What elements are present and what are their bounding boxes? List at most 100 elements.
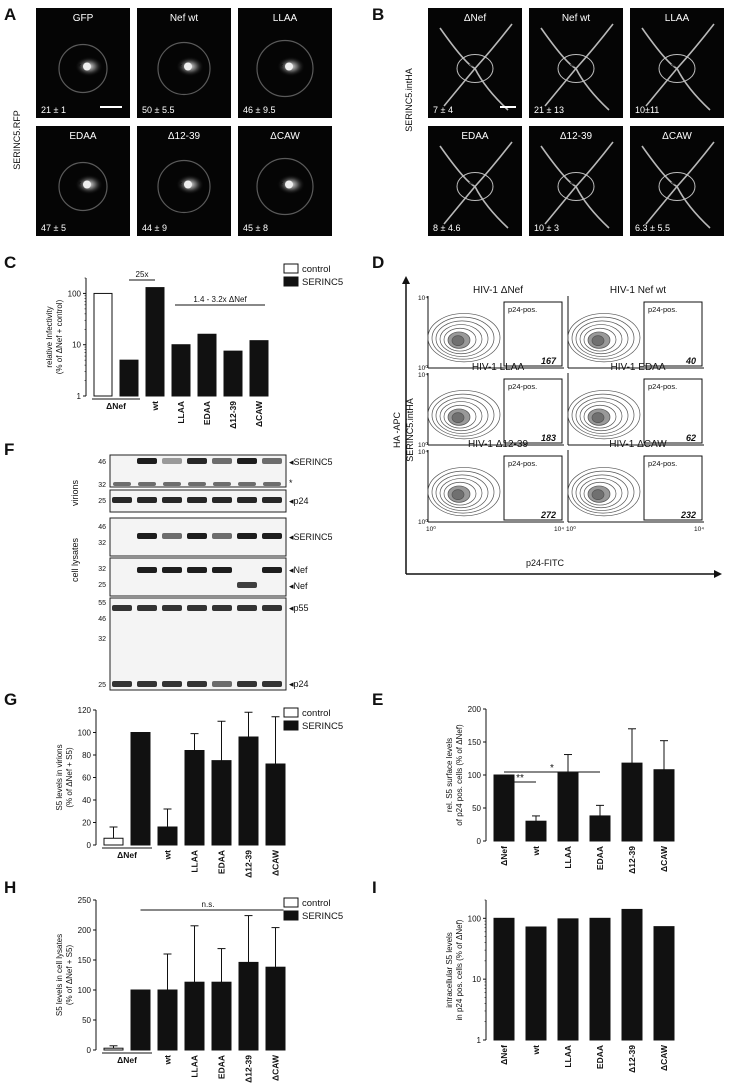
y-axis-label: (% of ΔNef + S5)	[65, 945, 74, 1006]
y-axis-label: intracellular S5 levels	[445, 932, 454, 1008]
cell-spot	[83, 180, 91, 189]
p24-gate	[643, 455, 703, 521]
cell-outline	[157, 159, 211, 214]
category-label: ΔNef	[117, 850, 137, 860]
blot-band	[237, 458, 257, 464]
micrograph-title: Δ12-39	[168, 131, 201, 142]
y-tick-label: 0	[87, 1046, 92, 1055]
y-tick-label: 50	[472, 804, 481, 813]
blot-band	[237, 533, 257, 539]
legend-swatch-serinc5	[283, 910, 299, 921]
cell-outline	[58, 161, 108, 212]
category-label: ΔCAW	[659, 845, 669, 872]
blot-band	[162, 605, 182, 611]
blot-band	[137, 458, 157, 464]
gate-value: 183	[541, 433, 556, 443]
band-label: ◂SERINC5	[289, 457, 333, 467]
blot-band	[213, 482, 231, 486]
y-tick-label: 1	[477, 1036, 482, 1045]
legend-swatch-control	[283, 707, 299, 718]
blot-band	[212, 533, 232, 539]
y-tick-label: 10	[472, 975, 481, 984]
tick-label: 10⁰	[418, 441, 428, 449]
panel-c-chart: 1 10 100 relative Infectivity (% of ΔNef + c…	[45, 263, 343, 429]
panel-a-side-label: SERINC5.RFP	[12, 110, 22, 170]
micrograph-value: 21 ± 1	[41, 105, 66, 115]
blot-band	[137, 567, 157, 573]
y-tick-label: 100	[78, 729, 92, 738]
panel-letter-e: E	[372, 690, 383, 709]
category-label: wt	[163, 850, 173, 861]
blot-band	[162, 533, 182, 539]
mw-marker: 46	[98, 616, 106, 623]
gate-label: p24-pos.	[508, 382, 537, 391]
panel-f-western-blots: 46 32 ◂SERINC5 * 25 ◂p24 46 32 ◂SERINC5 32 25 ◂Nef ◂…	[98, 454, 333, 691]
category-label: wt	[163, 1055, 173, 1066]
panel-letter-f: F	[4, 440, 14, 459]
micrograph-tile	[630, 8, 724, 118]
blot-band	[212, 681, 232, 687]
contour-line	[435, 474, 489, 511]
blot-band	[212, 567, 232, 573]
mw-marker: 32	[98, 566, 106, 573]
blot-band	[162, 681, 182, 687]
micrograph-value: 7 ± 4	[433, 105, 453, 115]
panel-letter-i: I	[372, 878, 377, 897]
flow-plot-title: HIV-1 EDAA	[610, 362, 665, 373]
micrograph-title: GFP	[73, 13, 94, 24]
y-tick-label: 120	[78, 706, 92, 715]
legend-label-control: control	[302, 708, 331, 719]
mw-marker: 25	[98, 582, 106, 589]
category-label: ΔNef	[499, 1045, 509, 1065]
contour-line	[583, 404, 617, 429]
blot-band	[113, 482, 131, 486]
bar	[145, 287, 165, 397]
bar	[265, 966, 286, 1051]
asterisk-marker: *	[469, 180, 474, 192]
blot-band	[237, 605, 257, 611]
y-tick-label: 100	[468, 771, 482, 780]
cell-outline	[641, 23, 715, 111]
p24-gate	[503, 455, 563, 521]
contour-line	[431, 393, 495, 437]
panel-e-chart: 0 50 100 150 200 rel. S5 surface levels of p24…	[445, 705, 675, 874]
asterisk-marker: *	[469, 62, 474, 74]
category-label: wt	[531, 1045, 541, 1056]
p24-gate	[503, 378, 563, 444]
category-label: ΔCAW	[254, 400, 264, 427]
panel-letter-a: A	[4, 5, 16, 24]
bar	[184, 981, 205, 1051]
asterisk-marker: *	[671, 180, 676, 192]
band-label: *	[289, 478, 293, 488]
blot-band	[162, 567, 182, 573]
bar	[157, 989, 178, 1051]
mw-marker: 25	[98, 498, 106, 505]
blot-band	[188, 482, 206, 486]
tick-label: 10⁰	[426, 525, 436, 533]
blot-band	[187, 497, 207, 503]
y-axis-label: S5 levels in cell lysates	[55, 934, 64, 1016]
contour-line	[447, 485, 471, 503]
bar	[184, 750, 205, 846]
legend-label-serinc5: SERINC5	[302, 911, 343, 922]
y-tick-label: 80	[82, 751, 91, 760]
legend-swatch-serinc5	[283, 276, 299, 287]
contour-line	[439, 401, 483, 432]
cell-outline	[256, 39, 314, 98]
panel-letter-g: G	[4, 690, 17, 709]
y-tick-label: 100	[68, 289, 82, 298]
cell-outline	[540, 23, 614, 111]
cell-outline	[58, 43, 108, 94]
micrograph-title: ΔCAW	[662, 131, 692, 142]
category-label: Δ12-39	[228, 401, 238, 429]
blot-band	[237, 582, 257, 588]
micrograph-value: 10±11	[635, 105, 659, 115]
bar	[93, 292, 113, 397]
bar	[557, 772, 579, 842]
panel-letter-c: C	[4, 253, 16, 272]
blot-band	[138, 482, 156, 486]
cell-spot	[83, 62, 91, 71]
y-tick-label: 150	[468, 738, 482, 747]
contour-line	[447, 408, 471, 426]
micrograph-value: 45 ± 8	[243, 223, 268, 233]
